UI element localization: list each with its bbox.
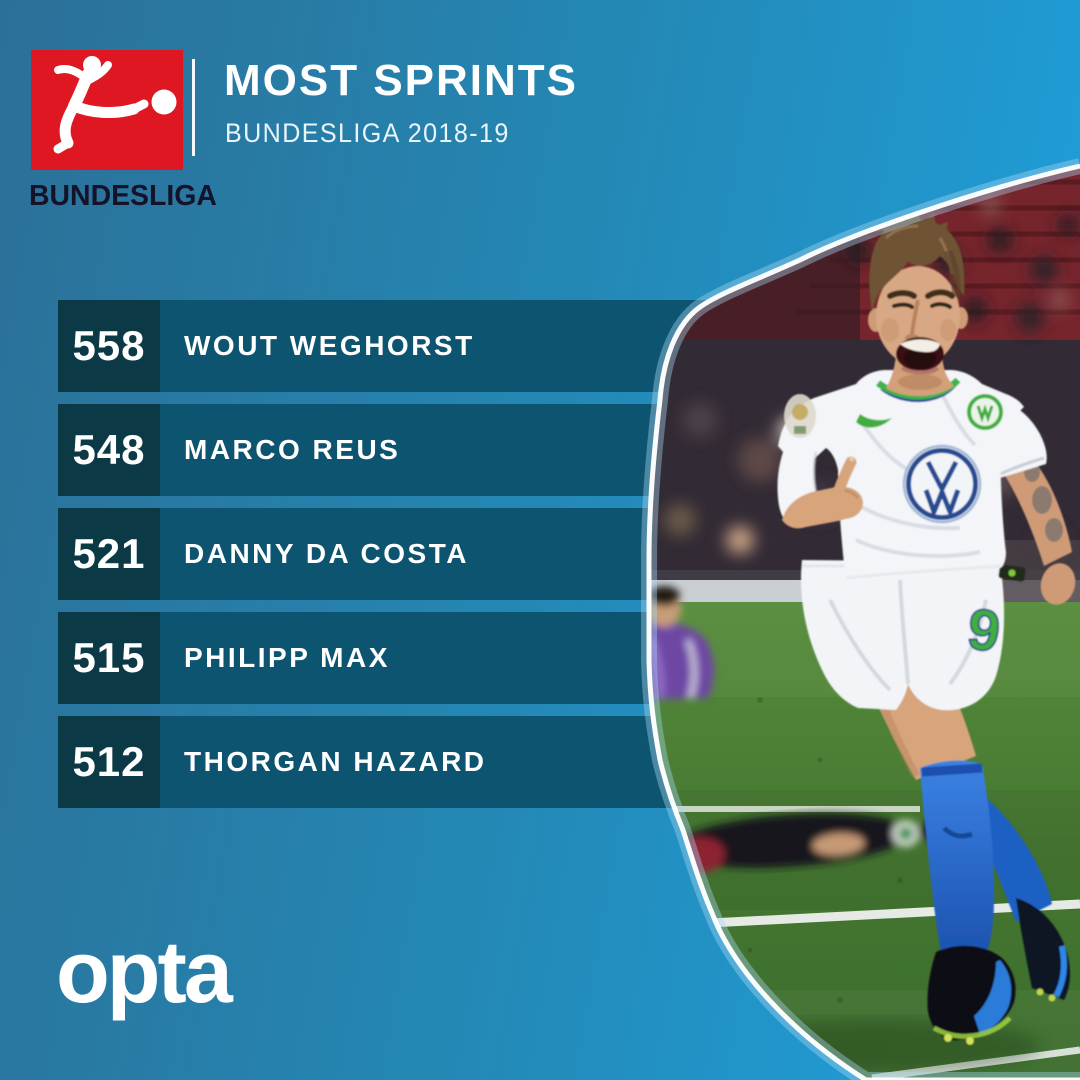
page-subtitle: BUNDESLIGA 2018-19: [225, 118, 510, 148]
ranking-row: 521 DANNY DA COSTA: [58, 508, 800, 600]
pointing-finger: [832, 456, 857, 498]
front-sock: [920, 760, 994, 962]
player-name: MARCO REUS: [160, 404, 800, 496]
sprint-count: 515: [58, 612, 160, 704]
touchline: [651, 899, 1080, 931]
wolfsburg-crest-icon: [967, 394, 1003, 430]
player-name: DANNY DA COSTA: [160, 508, 800, 600]
shirt: [778, 370, 1024, 582]
nike-swoosh-icon: [856, 414, 892, 428]
bundesliga-wordmark: BUNDESLIGA: [29, 180, 217, 212]
ranking-list: 558 WOUT WEGHORST 548 MARCO REUS 521 DANNY DA…: [58, 300, 800, 820]
sprint-count: 521: [58, 508, 160, 600]
arm-tattoos: [1024, 462, 1063, 542]
ball-icon: [151, 89, 177, 115]
player-name: THORGAN HAZARD: [160, 716, 800, 808]
back-boot: [1016, 898, 1070, 1000]
front-thigh: [862, 658, 976, 780]
front-boot: [927, 945, 1016, 1040]
shorts-number: 9: [964, 596, 1004, 664]
header-divider: [192, 59, 195, 156]
face: [876, 266, 960, 366]
ranking-row: 548 MARCO REUS: [58, 404, 800, 496]
ranking-row: 558 WOUT WEGHORST: [58, 300, 800, 392]
ranking-row: 515 PHILIPP MAX: [58, 612, 800, 704]
player-name: WOUT WEGHORST: [160, 300, 800, 392]
shorts: [800, 560, 1005, 711]
vw-logo-icon: [902, 444, 982, 524]
back-sock: [974, 792, 1052, 922]
sprint-count: 548: [58, 404, 160, 496]
collar: [875, 377, 961, 400]
sprint-count: 558: [58, 300, 160, 392]
corner-line: [871, 1046, 1080, 1080]
open-mouth: [896, 337, 944, 371]
sprint-count: 512: [58, 716, 160, 808]
main-player: 9: [777, 208, 1076, 1045]
player-name: PHILIPP MAX: [160, 612, 800, 704]
bundesliga-logo: [31, 50, 183, 170]
ranking-row: 512 THORGAN HAZARD: [58, 716, 800, 808]
opta-logo: opta: [56, 922, 233, 1021]
page-title: MOST SPRINTS: [224, 56, 579, 105]
hair: [869, 219, 965, 312]
kicking-player-icon: [53, 56, 177, 154]
